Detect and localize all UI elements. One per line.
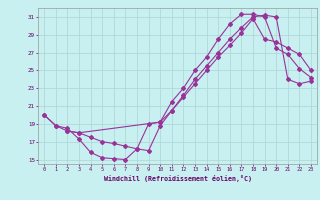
- X-axis label: Windchill (Refroidissement éolien,°C): Windchill (Refroidissement éolien,°C): [104, 175, 252, 182]
